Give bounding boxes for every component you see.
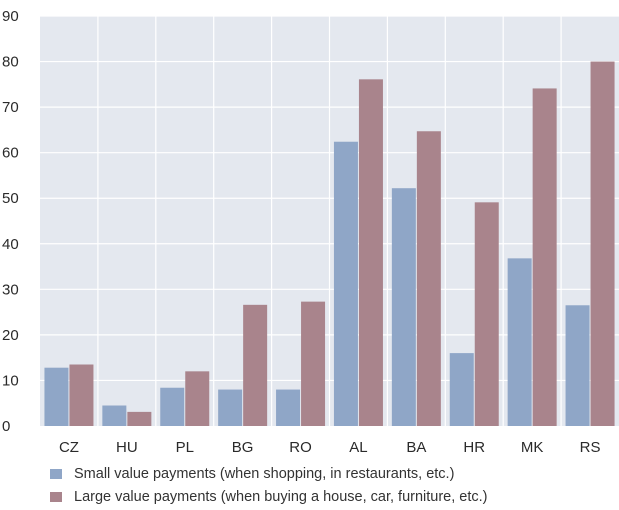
bar-large-ba bbox=[416, 131, 441, 426]
legend-swatch-large bbox=[50, 491, 62, 502]
y-tick-label: 20 bbox=[2, 327, 19, 344]
bars bbox=[44, 61, 615, 427]
x-tick-label-ro: RO bbox=[289, 439, 312, 456]
y-tick-label: 90 bbox=[2, 8, 19, 25]
x-tick-label-cz: CZ bbox=[59, 439, 79, 456]
y-tick-label: 80 bbox=[2, 54, 19, 71]
y-tick-label: 40 bbox=[2, 236, 19, 253]
bar-small-ba bbox=[391, 188, 416, 426]
bar-large-ro bbox=[301, 301, 326, 426]
legend-swatch-small bbox=[50, 468, 62, 479]
y-tick-label: 50 bbox=[2, 190, 19, 207]
bar-large-al bbox=[358, 79, 383, 427]
legend-item-small: Small value payments (when shopping, in … bbox=[50, 462, 487, 485]
bar-large-rs bbox=[590, 61, 615, 427]
bar-small-pl bbox=[160, 387, 185, 426]
x-tick-label-ba: BA bbox=[406, 439, 426, 456]
x-tick-label-pl: PL bbox=[176, 439, 194, 456]
x-tick-label-hr: HR bbox=[463, 439, 485, 456]
y-tick-label: 0 bbox=[2, 418, 10, 435]
y-tick-label: 70 bbox=[2, 99, 19, 116]
x-tick-label-al: AL bbox=[349, 439, 367, 456]
x-tick-label-bg: BG bbox=[232, 439, 254, 456]
x-tick-label-hu: HU bbox=[116, 439, 138, 456]
bar-large-hr bbox=[474, 202, 499, 426]
bar-small-hr bbox=[449, 353, 474, 426]
bar-small-cz bbox=[44, 367, 69, 426]
bar-small-bg bbox=[218, 389, 243, 426]
x-tick-label-rs: RS bbox=[580, 439, 601, 456]
bar-small-hu bbox=[102, 405, 127, 426]
y-tick-label: 10 bbox=[2, 372, 19, 389]
legend: Small value payments (when shopping, in … bbox=[50, 462, 487, 508]
bar-large-mk bbox=[532, 88, 557, 426]
bar-large-bg bbox=[243, 304, 268, 426]
bar-small-mk bbox=[507, 258, 532, 426]
bar-large-hu bbox=[127, 411, 152, 426]
bar-large-pl bbox=[185, 371, 210, 426]
bar-small-ro bbox=[276, 389, 301, 426]
x-axis-ticks: CZ HU PL BG RO AL BA HR MK RS bbox=[59, 439, 601, 456]
x-tick-label-mk: MK bbox=[521, 439, 544, 456]
legend-label-small: Small value payments (when shopping, in … bbox=[74, 465, 455, 482]
y-tick-label: 30 bbox=[2, 281, 19, 298]
bar-small-rs bbox=[565, 305, 590, 426]
legend-item-large: Large value payments (when buying a hous… bbox=[50, 485, 487, 508]
bar-large-cz bbox=[69, 364, 94, 426]
legend-label-large: Large value payments (when buying a hous… bbox=[74, 488, 488, 505]
y-tick-label: 60 bbox=[2, 145, 19, 162]
y-axis-ticks: 0 10 20 30 40 50 60 70 80 90 bbox=[2, 8, 19, 435]
bar-small-al bbox=[333, 141, 358, 426]
